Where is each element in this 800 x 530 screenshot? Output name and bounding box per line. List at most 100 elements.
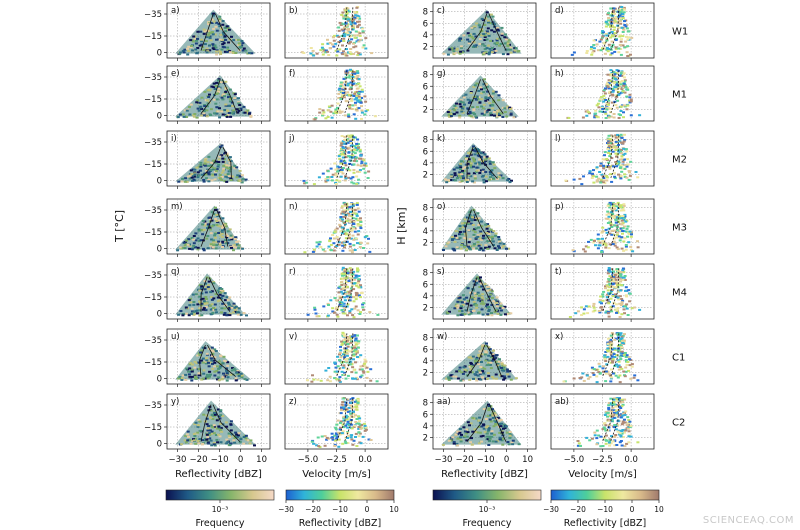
velocity-cell — [612, 240, 616, 243]
velocity-cell — [601, 35, 605, 38]
density-cell — [463, 103, 466, 106]
density-cell — [482, 178, 486, 181]
density-cell — [486, 377, 489, 380]
density-cell — [503, 111, 507, 114]
velocity-cell — [315, 52, 319, 55]
density-cell — [453, 174, 457, 177]
velocity-cell — [342, 86, 346, 89]
density-cell — [484, 175, 488, 178]
velocity-cell — [306, 313, 310, 316]
velocity-cell — [357, 280, 361, 283]
velocity-cell — [598, 99, 602, 102]
velocity-cell — [614, 161, 618, 163]
velocity-cell — [321, 43, 325, 46]
velocity-cell — [353, 334, 357, 337]
density-cell — [494, 373, 498, 376]
density-cell — [470, 296, 474, 299]
density-cell — [508, 48, 512, 51]
velocity-cell — [311, 374, 314, 377]
density-cell — [220, 307, 224, 310]
velocity-cell — [617, 173, 620, 176]
density-cell — [498, 112, 501, 115]
velocity-cell — [353, 75, 357, 78]
velocity-cell — [620, 367, 624, 370]
panel-label: f) — [289, 69, 295, 79]
velocity-cell — [623, 275, 627, 277]
density-cell — [476, 212, 480, 215]
panel-label: h) — [555, 69, 564, 79]
density-cell — [210, 349, 214, 352]
density-cell — [209, 416, 212, 419]
velocity-cell — [613, 73, 617, 76]
density-cell — [492, 101, 496, 104]
density-cell — [220, 176, 224, 178]
velocity-cell — [324, 51, 328, 54]
velocity-cell — [356, 170, 359, 173]
velocity-cell — [606, 13, 610, 16]
velocity-cell — [305, 181, 308, 184]
density-cell — [197, 361, 201, 364]
density-cell — [465, 181, 469, 183]
density-cell — [206, 168, 209, 171]
velocity-cell — [615, 162, 619, 165]
density-cell — [194, 293, 198, 296]
density-cell — [210, 346, 214, 349]
velocity-cell — [358, 17, 362, 20]
density-cell — [234, 431, 238, 434]
density-cell — [182, 241, 186, 244]
velocity-cell — [613, 229, 616, 232]
density-cell — [179, 246, 183, 249]
density-cell — [184, 441, 188, 444]
density-cell — [503, 107, 507, 110]
velocity-cell — [340, 135, 344, 137]
density-cell — [484, 96, 488, 99]
density-cell — [190, 175, 194, 178]
velocity-cell — [636, 246, 640, 249]
y-tick-label: 6 — [423, 19, 428, 29]
density-cell — [473, 214, 477, 217]
percentile-line — [473, 209, 495, 247]
velocity-cell — [601, 158, 605, 161]
velocity-cell — [582, 175, 585, 178]
density-cell — [466, 166, 470, 169]
density-cell — [176, 249, 180, 252]
density-cell — [487, 97, 491, 99]
velocity-cell — [346, 374, 350, 377]
velocity-cell — [610, 268, 613, 271]
velocity-cell — [633, 374, 637, 377]
density-cell — [194, 310, 198, 313]
density-cell — [471, 37, 475, 40]
velocity-cell — [590, 46, 593, 48]
density-cell — [202, 369, 206, 372]
velocity-cell — [339, 296, 343, 299]
velocity-cell — [351, 222, 355, 225]
velocity-cell — [614, 221, 618, 224]
velocity-cell — [355, 213, 359, 216]
density-cell — [225, 180, 229, 183]
density-cell — [506, 370, 510, 373]
velocity-cell — [341, 172, 345, 175]
velocity-cell — [346, 29, 350, 32]
velocity-cell — [617, 160, 621, 163]
velocity-cell — [352, 159, 356, 162]
velocity-cell — [362, 247, 365, 249]
velocity-cell — [328, 47, 332, 49]
velocity-cell — [366, 242, 370, 245]
density-cell — [233, 308, 237, 311]
velocity-cell — [338, 157, 342, 160]
density-cell — [210, 18, 214, 21]
density-cell — [199, 359, 203, 362]
velocity-cell — [614, 278, 618, 281]
density-cell — [237, 102, 241, 105]
panel-label: g) — [437, 69, 446, 79]
velocity-cell — [357, 100, 361, 103]
y-tick-label: −35 — [144, 401, 162, 411]
velocity-cell — [602, 370, 605, 373]
density-cell — [210, 238, 214, 241]
density-cell — [223, 307, 227, 310]
density-cell — [237, 311, 241, 314]
y-tick-label: 8 — [423, 334, 428, 344]
velocity-cell — [617, 204, 621, 207]
velocity-cell — [363, 365, 367, 368]
